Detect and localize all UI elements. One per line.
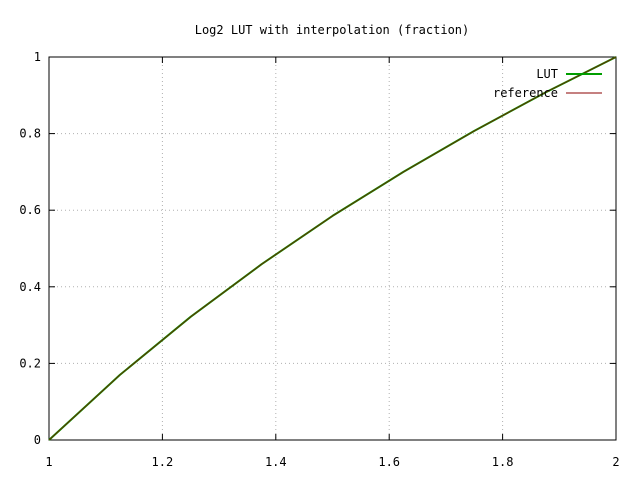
y-tick-label: 0.8 xyxy=(19,127,41,141)
y-tick-label: 0.6 xyxy=(19,203,41,217)
grid-layer xyxy=(49,57,616,440)
y-tick-label: 0 xyxy=(34,433,41,447)
chart-title: Log2 LUT with interpolation (fraction) xyxy=(195,23,470,37)
series-layer xyxy=(48,56,617,441)
y-tick-label: 1 xyxy=(34,50,41,64)
y-tick-label: 0.2 xyxy=(19,356,41,370)
series-line-lut xyxy=(48,56,617,441)
x-tick-label: 1.2 xyxy=(152,455,174,469)
legend-label: reference xyxy=(493,86,558,100)
x-tick-label: 2 xyxy=(612,455,619,469)
x-tick-label: 1.6 xyxy=(378,455,400,469)
x-tick-label: 1 xyxy=(45,455,52,469)
x-tick-label: 1.4 xyxy=(265,455,287,469)
legend-label: LUT xyxy=(536,67,558,81)
plot-frame xyxy=(48,56,617,441)
y-tick-label: 0.4 xyxy=(19,280,41,294)
series-line-reference xyxy=(48,56,617,441)
legend: LUT reference xyxy=(493,67,602,100)
ticks-layer: 1 1.2 1.4 1.6 1.8 2 0 0.2 0.4 0.6 0.8 1 xyxy=(19,50,619,469)
x-tick-label: 1.8 xyxy=(492,455,514,469)
